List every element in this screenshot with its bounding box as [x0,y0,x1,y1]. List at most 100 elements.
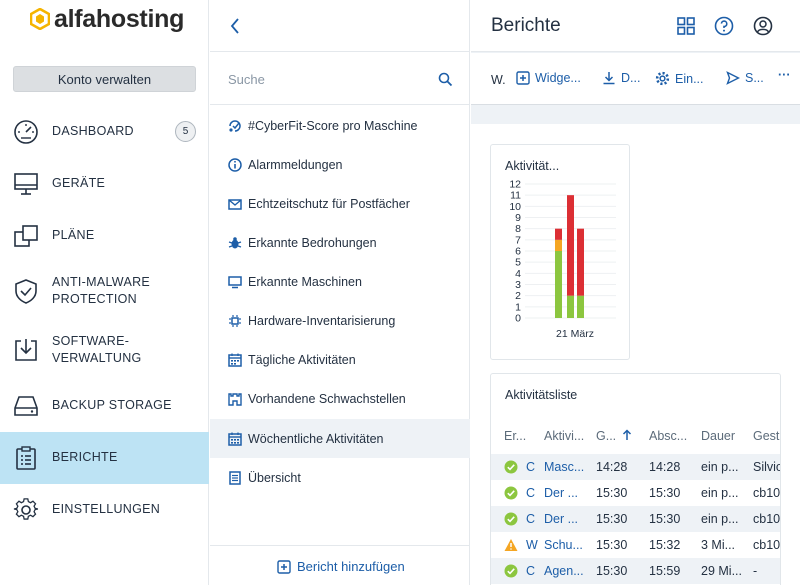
report-item-daily[interactable]: Tägliche Aktivitäten [210,340,470,379]
success-check-icon [504,512,518,526]
report-item-machines[interactable]: Erkannte Maschinen [210,262,470,301]
send-label: S... [745,71,764,85]
bar-segment[interactable] [577,295,584,318]
sidebar-item-anti-malware[interactable]: ANTI-MALWARE PROTECTION [0,262,209,320]
column-header-status[interactable]: Er... [504,429,527,443]
activity-cell[interactable]: Agen... [544,564,584,578]
search-icon[interactable] [438,72,453,87]
table-row[interactable]: C Der ... 15:30 15:30 ein p... cb10 [491,480,780,506]
table-row[interactable]: C Der ... 15:30 15:30 ein p... cb10 [491,506,781,532]
add-report-button[interactable]: Bericht hinzufügen [277,559,405,574]
sort-ascending-icon[interactable] [622,429,632,441]
report-name-truncated: W. [491,73,506,87]
report-item-label: Erkannte Bedrohungen [248,235,377,250]
plus-square-icon [277,559,291,574]
table-row[interactable]: W Schu... 15:30 15:32 3 Mi... cb10 [491,532,781,558]
search-input[interactable] [228,69,428,89]
sidebar-item-label: EINSTELLUNGEN [52,502,161,516]
column-header-duration[interactable]: Dauer [701,429,736,443]
table-row[interactable]: C Agen... 15:30 15:59 29 Mi... - [491,558,780,584]
start-cell: 14:28 [596,460,628,474]
column-header-started-by[interactable]: Gest... [753,429,780,443]
bar-segment[interactable] [555,239,562,251]
add-report-label: Bericht hinzufügen [297,559,405,574]
chevron-left-icon[interactable] [226,16,246,36]
start-cell: 15:30 [596,538,628,552]
report-item-hardware[interactable]: Hardware-Inventarisierung [210,301,470,340]
bar-segment[interactable] [567,295,574,318]
y-tick-label: 2 [515,290,521,302]
report-item-overview[interactable]: Übersicht [210,458,470,497]
table-row[interactable]: C Masc... 14:28 14:28 ein p... Silvio [491,454,780,480]
status-text: W [526,538,538,552]
end-cell: 15:30 [649,486,681,500]
bar-segment[interactable] [567,195,574,296]
report-item-mailbox-protection[interactable]: Echtzeitschutz für Postfächer [210,184,470,223]
sidebar-item-label: PLÄNE [52,228,95,242]
sidebar-item-label: BERICHTE [52,450,118,464]
bar-segment[interactable] [555,251,562,318]
sidebar-item-backup-storage[interactable]: BACKUP STORAGE [0,380,209,432]
brand-name: alfahosting [54,4,185,33]
y-tick-label: 10 [509,201,521,213]
sidebar-item-dashboard[interactable]: DASHBOARD 5 [0,106,209,158]
brand-logo[interactable]: alfahosting [30,4,185,33]
search-bar [210,53,470,105]
plans-icon [14,225,38,247]
activity-list-widget: Aktivitätsliste Er... Aktivi... G... Abs… [490,373,781,585]
y-tick-label: 8 [515,223,521,235]
report-item-threats[interactable]: Erkannte Bedrohungen [210,223,470,262]
duration-cell: 29 Mi... [701,564,742,578]
y-tick-label: 0 [515,313,521,325]
y-tick-label: 5 [515,257,521,269]
download-button[interactable]: D... [602,71,640,85]
user-account-icon[interactable] [753,16,773,36]
monitor-small-icon [228,275,242,288]
panel-header [210,0,470,52]
report-item-weekly[interactable]: Wöchentliche Aktivitäten [210,419,470,458]
sidebar-item-label: SOFTWARE-VERWALTUNG [52,334,142,365]
start-cell: 15:30 [596,486,628,500]
activity-cell[interactable]: Der ... [544,512,579,526]
help-icon[interactable] [714,16,734,36]
sidebar-item-reports[interactable]: BERICHTE [0,432,209,484]
warning-triangle-icon [504,539,518,551]
bar-segment[interactable] [577,228,584,296]
status-text: C [526,564,536,578]
page-header: Berichte [471,0,800,52]
started-by-cell: cb10 [753,512,781,526]
activity-cell[interactable]: Masc... [544,460,585,474]
sidebar-item-devices[interactable]: GERÄTE [0,158,209,210]
report-item-alerts[interactable]: Alarmmeldungen [210,145,470,184]
calendar-week-icon [228,432,242,446]
sidebar-item-software[interactable]: SOFTWARE-VERWALTUNG [0,320,209,380]
column-header-end[interactable]: Absc... [649,429,688,443]
report-item-cyberfit[interactable]: #CyberFit-Score pro Maschine [210,106,470,145]
account-manage-button[interactable]: Konto verwalten [13,66,196,92]
sidebar-item-settings[interactable]: EINSTELLUNGEN [0,484,209,536]
report-detail-panel: Berichte W. Widge... [471,0,800,585]
y-tick-label: 1 [515,301,521,313]
bar-segment[interactable] [555,228,562,240]
column-header-activity[interactable]: Aktivi... [544,429,585,443]
sidebar-item-plans[interactable]: PLÄNE [0,210,209,262]
column-header-start[interactable]: G... [596,429,617,443]
report-item-vulnerabilities[interactable]: Vorhandene Schwachstellen [210,379,470,418]
grid-apps-icon[interactable] [676,16,696,36]
report-content: Aktivität... 0 1 2 3 4 5 6 7 8 9 10 11 12 21 März Akt… [471,106,800,585]
end-cell: 15:59 [649,564,681,578]
send-icon [726,71,740,85]
alfahosting-logo-icon [30,8,50,30]
started-by-cell: cb10 [753,538,781,552]
report-item-label: Tägliche Aktivitäten [248,352,356,367]
send-button[interactable]: S... [726,71,764,85]
settings-button[interactable]: Ein... [655,71,704,86]
activity-cell[interactable]: Der ... [544,486,579,500]
activity-cell[interactable]: Schu... [544,538,583,552]
activity-chart-widget[interactable]: Aktivität... 0 1 2 3 4 5 6 7 8 9 10 11 12 21 März [490,144,630,360]
more-actions-button[interactable]: ··· [778,68,791,82]
started-by-cell: - [753,564,758,578]
add-widget-button[interactable]: Widge... [516,71,581,85]
calendar-icon [228,353,242,367]
